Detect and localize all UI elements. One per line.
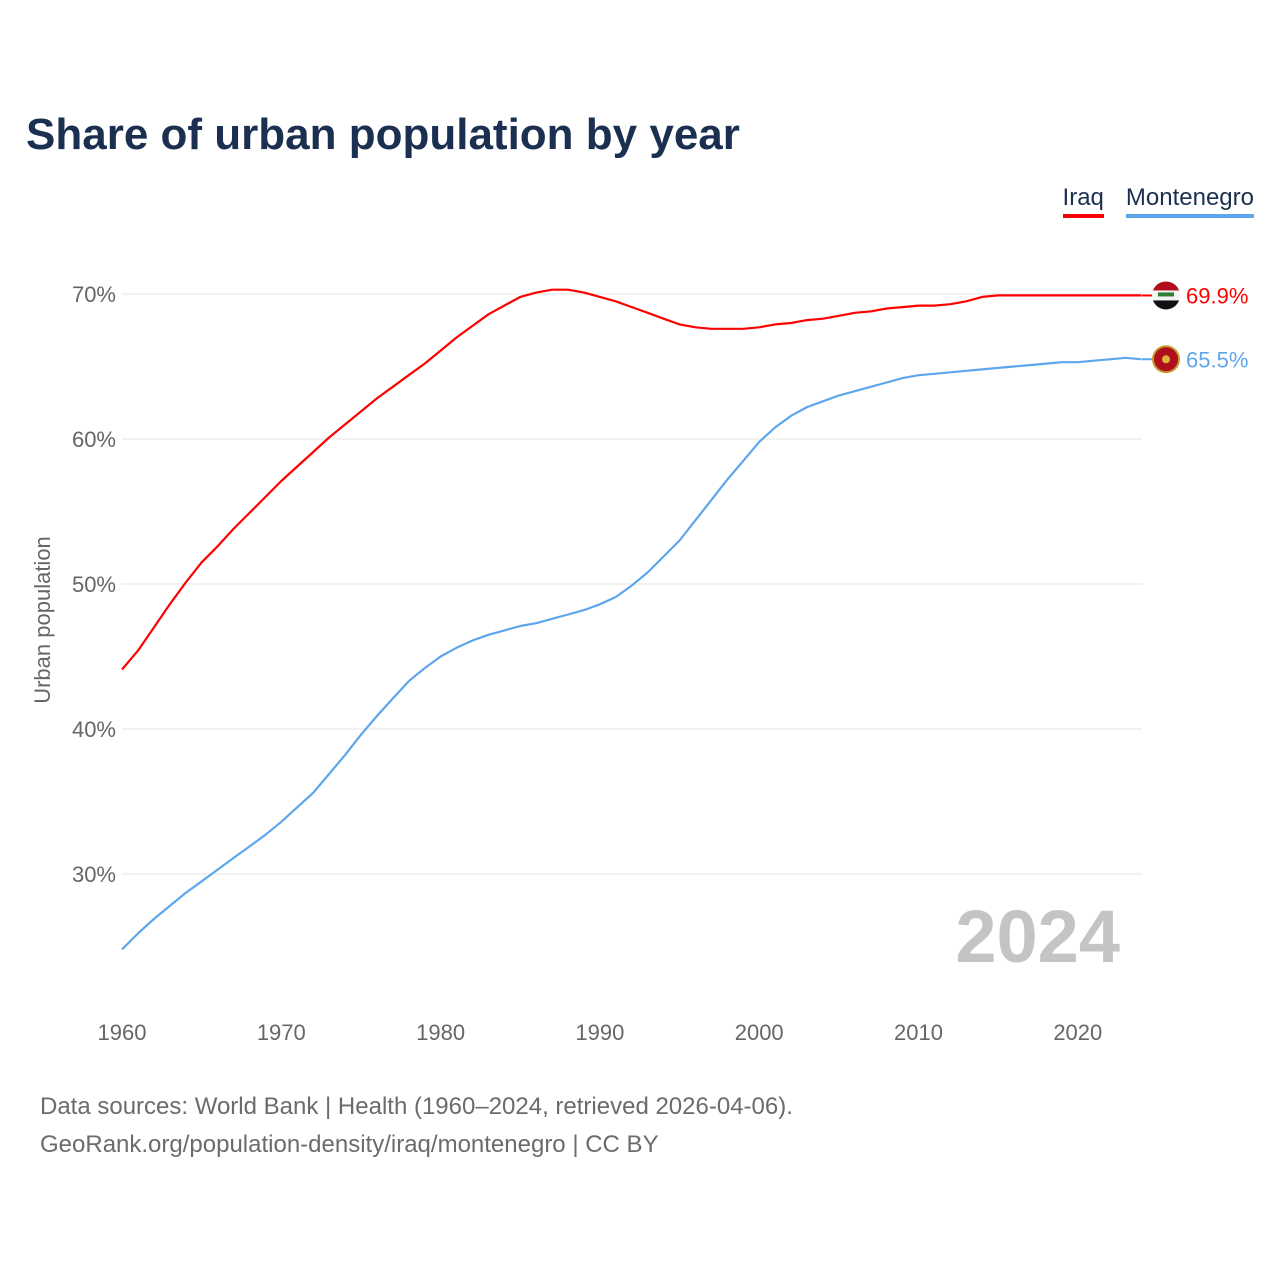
x-tick-label: 1970 xyxy=(257,1020,306,1045)
x-tick-label: 1980 xyxy=(416,1020,465,1045)
source-link[interactable]: GeoRank.org/population-density/iraq/mont… xyxy=(40,1131,659,1158)
y-tick-label: 60% xyxy=(72,427,116,452)
legend-item-iraq[interactable]: Iraq xyxy=(1062,184,1104,218)
x-tick-label: 2010 xyxy=(894,1020,943,1045)
y-axis-label: Urban population xyxy=(30,536,55,704)
x-tick-label: 1990 xyxy=(575,1020,624,1045)
data-source-note: Data sources: World Bank | Health (1960–… xyxy=(40,1093,793,1120)
y-tick-label: 70% xyxy=(72,282,116,307)
legend: Iraq Montenegro xyxy=(1062,184,1254,218)
end-value-label: 69.9% xyxy=(1186,283,1248,308)
legend-item-montenegro[interactable]: Montenegro xyxy=(1125,184,1254,218)
series-line-iraq xyxy=(121,288,1142,671)
footer: Data sources: World Bank | Health (1960–… xyxy=(40,1088,793,1164)
chart-title: Share of urban population by year xyxy=(26,110,740,159)
end-value-label: 65.5% xyxy=(1186,347,1248,372)
year-watermark: 2024 xyxy=(955,895,1120,978)
iraq-flag-icon xyxy=(1152,281,1180,310)
y-tick-label: 50% xyxy=(72,572,116,597)
y-tick-label: 30% xyxy=(72,862,116,887)
y-tick-label: 40% xyxy=(72,717,116,742)
x-tick-label: 2000 xyxy=(735,1020,784,1045)
montenegro-flag-emblem xyxy=(1162,355,1170,364)
x-tick-label: 1960 xyxy=(98,1020,147,1045)
series-line-montenegro xyxy=(121,356,1142,951)
x-tick-label: 2020 xyxy=(1053,1020,1102,1045)
